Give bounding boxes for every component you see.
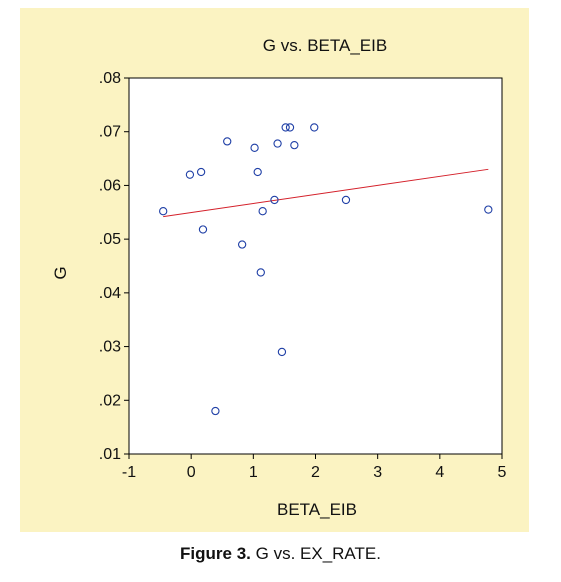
data-point xyxy=(211,406,220,416)
x-tick-label: 4 xyxy=(435,464,444,481)
y-tick-label: .04 xyxy=(99,285,121,302)
data-point xyxy=(185,170,195,179)
chart-title: G vs. BETA_EIB xyxy=(263,36,387,55)
data-point xyxy=(223,137,232,146)
x-tick-label: 1 xyxy=(249,464,258,481)
data-point xyxy=(159,207,168,216)
y-axis: .01 .02 .03 .04 .05 .06 .07 .08 xyxy=(99,70,129,463)
x-axis-label: BETA_EIB xyxy=(277,500,357,519)
data-point xyxy=(256,268,265,277)
y-tick-label: .07 xyxy=(99,124,121,141)
x-tick-label: 5 xyxy=(498,464,507,481)
caption-text: G vs. EX_RATE. xyxy=(255,544,381,563)
data-point xyxy=(285,123,295,132)
caption-label: Figure 3. xyxy=(180,544,251,563)
data-point xyxy=(250,143,259,152)
x-tick-label: 0 xyxy=(187,464,196,481)
x-tick-label: 2 xyxy=(311,464,320,481)
data-point xyxy=(277,347,287,357)
y-tick-label: .01 xyxy=(99,446,121,463)
data-point xyxy=(310,123,319,132)
data-point xyxy=(273,139,282,148)
data-point xyxy=(484,205,493,214)
data-point xyxy=(198,225,208,234)
data-point xyxy=(196,167,206,177)
figure-panel: G vs. BETA_EIB .01.02.03.04.05.06.07.08 … xyxy=(20,8,529,532)
fit-line xyxy=(163,168,489,218)
x-tick-label: -1 xyxy=(122,464,136,481)
y-axis-label: G xyxy=(51,266,70,279)
data-point xyxy=(258,207,267,216)
fit-line-layer xyxy=(163,168,489,218)
x-tick-label: 3 xyxy=(373,464,382,481)
data-point xyxy=(290,140,299,150)
y-tick-label: .05 xyxy=(99,231,121,248)
y-tick-label: .08 xyxy=(99,70,121,87)
x-axis: -1 0 1 2 3 4 5 xyxy=(122,454,507,481)
data-point xyxy=(237,240,247,249)
data-points xyxy=(159,123,493,416)
y-tick-label: .02 xyxy=(99,392,121,409)
data-point xyxy=(281,123,290,132)
y-tick-label: .03 xyxy=(99,339,121,356)
plot-area xyxy=(128,77,503,455)
data-point xyxy=(270,195,279,205)
scatter-chart: G vs. BETA_EIB .01.02.03.04.05.06.07.08 … xyxy=(51,36,507,519)
figure-caption: Figure 3. G vs. EX_RATE. xyxy=(0,544,561,564)
data-point xyxy=(341,195,351,205)
data-point xyxy=(253,167,262,177)
y-tick-label: .06 xyxy=(99,177,121,194)
